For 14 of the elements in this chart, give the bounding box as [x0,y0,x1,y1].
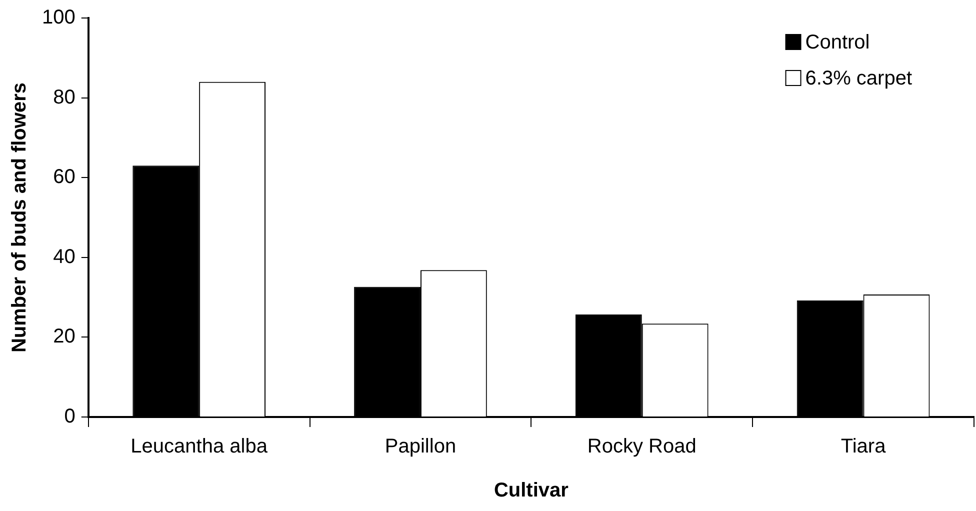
legend-label: 6.3% carpet [805,68,912,90]
y-tick-label: 100 [42,6,76,29]
x-tick-label: Papillon [384,436,456,458]
x-axis-title: Cultivar [494,480,569,502]
y-tick-label: 0 [64,406,76,428]
y-tick-label: 40 [53,246,76,268]
x-tick-label: Leucantha alba [130,436,268,458]
x-tick-label: Tiara [840,436,887,458]
y-axis-title: Number of buds and flowers [8,82,31,353]
x-tick-label: Rocky Road [587,436,696,458]
y-tick-label: 20 [53,326,76,348]
y-tick-label: 80 [53,86,76,108]
y-tick-label: 60 [53,166,76,188]
legend-label: Control [805,32,870,54]
